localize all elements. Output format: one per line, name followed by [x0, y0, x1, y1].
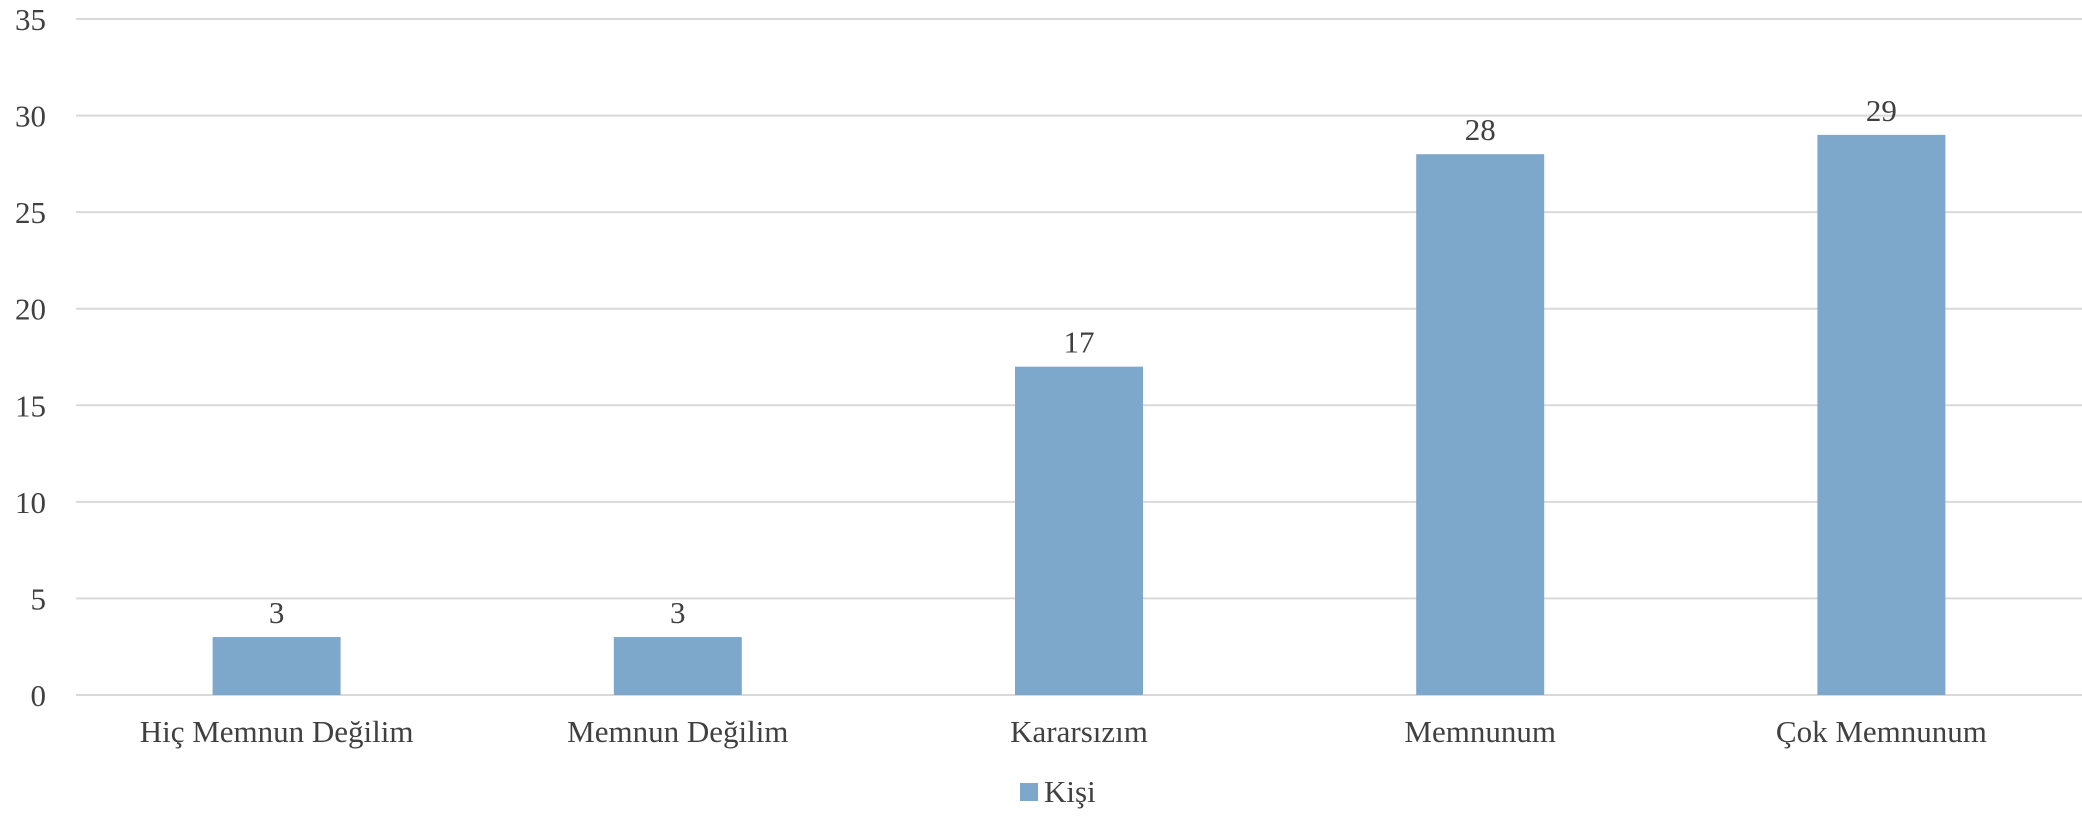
bar[interactable] [613, 637, 742, 695]
data-label: 17 [1064, 325, 1095, 360]
data-label: 28 [1465, 112, 1496, 147]
y-tick-label: 30 [15, 99, 46, 134]
data-labels: 3 3 17 28 29 [269, 93, 1897, 630]
bar[interactable] [1015, 366, 1143, 695]
bar[interactable] [212, 637, 341, 695]
x-category-label: Kararsızım [1010, 714, 1148, 749]
x-category-label: Memnun Değilim [567, 714, 788, 749]
y-tick-label: 0 [31, 678, 47, 713]
bar[interactable] [1416, 154, 1545, 695]
y-tick-label: 35 [15, 2, 46, 37]
x-category-label: Çok Memnunum [1776, 714, 1987, 749]
y-tick-label: 5 [31, 581, 47, 616]
y-tick-label: 15 [15, 388, 46, 423]
x-category-label: Memnunum [1404, 714, 1556, 749]
y-tick-label: 25 [15, 195, 46, 230]
legend-swatch [1020, 783, 1038, 801]
y-tick-label: 20 [15, 292, 46, 327]
bar[interactable] [1817, 134, 1946, 695]
data-label: 3 [269, 595, 285, 630]
x-axis-category-labels: Hiç Memnun Değilim Memnun Değilim Kararsız… [140, 714, 1987, 749]
y-axis-tick-labels: 0 5 10 15 20 25 30 35 [15, 2, 46, 713]
y-tick-label: 10 [15, 485, 46, 520]
legend-label: Kişi [1044, 774, 1096, 809]
data-label: 3 [670, 595, 686, 630]
bars [212, 134, 1946, 695]
x-category-label: Hiç Memnun Değilim [140, 714, 414, 749]
legend[interactable]: Kişi [1020, 774, 1096, 809]
data-label: 29 [1866, 93, 1897, 128]
